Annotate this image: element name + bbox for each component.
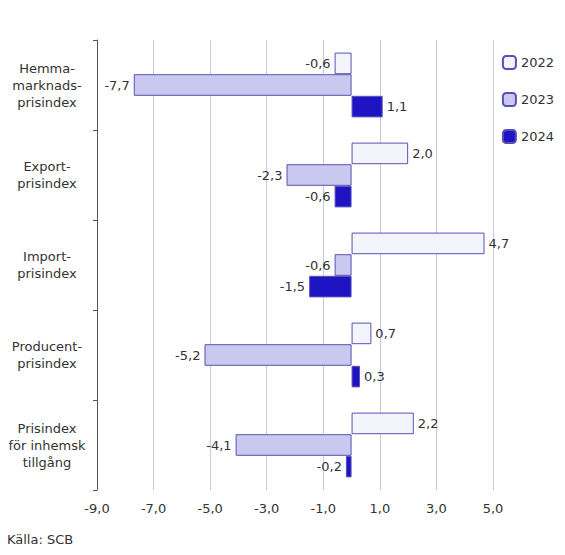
svg-text:2023: 2023 xyxy=(521,92,554,107)
svg-text:2022: 2022 xyxy=(521,55,554,70)
svg-text:-0,6: -0,6 xyxy=(305,258,330,273)
svg-text:0,7: 0,7 xyxy=(375,326,396,341)
svg-text:prisindex: prisindex xyxy=(17,356,77,371)
svg-text:3,0: 3,0 xyxy=(426,501,447,516)
svg-text:-3,0: -3,0 xyxy=(254,501,279,516)
svg-text:5,0: 5,0 xyxy=(483,501,504,516)
svg-text:-0,2: -0,2 xyxy=(317,459,342,474)
svg-text:-2,3: -2,3 xyxy=(257,168,282,183)
svg-text:1,1: 1,1 xyxy=(387,99,408,114)
svg-text:-4,1: -4,1 xyxy=(206,438,231,453)
svg-text:0,3: 0,3 xyxy=(364,369,385,384)
svg-text:Producent-: Producent- xyxy=(12,339,83,354)
svg-text:2024: 2024 xyxy=(521,129,554,144)
svg-text:Källa: SCB: Källa: SCB xyxy=(7,532,73,547)
svg-text:-0,6: -0,6 xyxy=(305,189,330,204)
svg-text:-0,6: -0,6 xyxy=(305,56,330,71)
svg-text:tillgång: tillgång xyxy=(23,455,72,470)
svg-text:för inhemsk: för inhemsk xyxy=(8,438,86,453)
svg-text:-5,0: -5,0 xyxy=(197,501,222,516)
svg-text:prisindex: prisindex xyxy=(17,176,77,191)
svg-text:2,2: 2,2 xyxy=(418,416,439,431)
svg-text:-7,7: -7,7 xyxy=(104,78,129,93)
svg-text:-9,0: -9,0 xyxy=(84,501,109,516)
svg-text:prisindex: prisindex xyxy=(17,266,77,281)
svg-text:1,0: 1,0 xyxy=(370,501,391,516)
svg-text:-1,5: -1,5 xyxy=(280,279,305,294)
svg-text:Hemma-: Hemma- xyxy=(19,61,75,76)
svg-text:-5,2: -5,2 xyxy=(175,348,200,363)
svg-text:-1,0: -1,0 xyxy=(311,501,336,516)
svg-text:4,7: 4,7 xyxy=(489,236,510,251)
svg-text:2,0: 2,0 xyxy=(412,146,433,161)
svg-text:-7,0: -7,0 xyxy=(141,501,166,516)
svg-text:Import-: Import- xyxy=(23,249,71,264)
svg-text:Export-: Export- xyxy=(23,159,71,174)
svg-text:marknads-: marknads- xyxy=(12,78,82,93)
svg-text:Prisindex: Prisindex xyxy=(18,421,77,436)
svg-text:prisindex: prisindex xyxy=(17,95,77,110)
